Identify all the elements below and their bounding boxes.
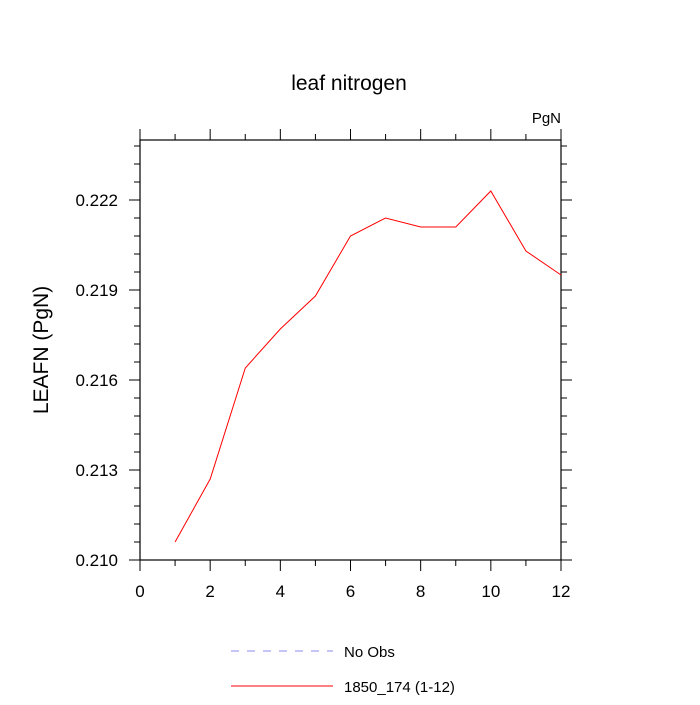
x-tick-label: 8 [416, 582, 425, 601]
x-tick-label: 0 [135, 582, 144, 601]
legend: No Obs 1850_174 (1-12) [231, 644, 455, 696]
y-axis: 0.210 0.213 0.216 0.219 0.222 [75, 145, 572, 570]
y-axis-label: LEAFN (PgN) [30, 286, 53, 414]
y-tick-label: 0.222 [75, 191, 118, 210]
y-tick-label: 0.213 [75, 461, 118, 480]
series-line [174, 190, 562, 543]
x-tick-label: 12 [552, 582, 571, 601]
chart-title: leaf nitrogen [291, 72, 407, 95]
x-tick-label: 2 [205, 582, 214, 601]
x-tick-label: 4 [276, 582, 285, 601]
x-tick-label: 6 [346, 582, 355, 601]
series-layer [174, 190, 562, 543]
legend-label: 1850_174 (1-12) [344, 679, 455, 696]
legend-label: No Obs [344, 644, 395, 661]
y-tick-label: 0.219 [75, 281, 118, 300]
y-tick-label: 0.210 [75, 551, 118, 570]
units-label: PgN [532, 110, 561, 127]
x-tick-label: 10 [481, 582, 500, 601]
y-tick-label: 0.216 [75, 371, 118, 390]
x-axis: 0 2 4 6 8 10 12 [135, 129, 570, 601]
